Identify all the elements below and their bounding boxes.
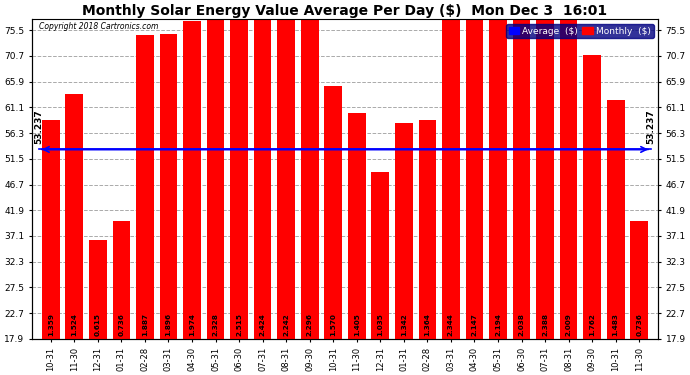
Text: 53.237: 53.237 (34, 110, 43, 144)
Text: 1.342: 1.342 (401, 314, 407, 336)
Bar (489, 0, 507, 339)
Bar (442, 0, 460, 339)
Text: 2.038: 2.038 (519, 314, 524, 336)
Text: 1.896: 1.896 (166, 313, 171, 336)
Bar (348, 113, 366, 339)
Text: 2.296: 2.296 (306, 313, 313, 336)
Text: 2.424: 2.424 (259, 314, 266, 336)
Bar (112, 220, 130, 339)
Text: 1.359: 1.359 (48, 313, 54, 336)
Bar (324, 86, 342, 339)
Text: 1.524: 1.524 (71, 314, 77, 336)
Text: 1.887: 1.887 (142, 313, 148, 336)
Bar (254, 0, 271, 339)
Bar (136, 35, 154, 339)
Bar (183, 21, 201, 339)
Bar (371, 172, 389, 339)
Text: 1.762: 1.762 (589, 314, 595, 336)
Bar (66, 94, 83, 339)
Bar (42, 120, 59, 339)
Text: 53.237: 53.237 (647, 110, 656, 144)
Bar (301, 0, 319, 339)
Text: 2.242: 2.242 (283, 314, 289, 336)
Text: 2.515: 2.515 (236, 313, 242, 336)
Text: 1.364: 1.364 (424, 314, 431, 336)
Bar (230, 0, 248, 339)
Bar (277, 0, 295, 339)
Text: 2.194: 2.194 (495, 314, 501, 336)
Text: 2.147: 2.147 (471, 314, 477, 336)
Bar (466, 0, 483, 339)
Title: Monthly Solar Energy Value Average Per Day ($)  Mon Dec 3  16:01: Monthly Solar Energy Value Average Per D… (82, 4, 608, 18)
Text: 2.344: 2.344 (448, 314, 454, 336)
Bar (631, 220, 648, 339)
Text: 1.570: 1.570 (331, 314, 336, 336)
Text: 1.483: 1.483 (613, 314, 619, 336)
Bar (607, 100, 624, 339)
Bar (419, 120, 436, 339)
Bar (395, 123, 413, 339)
Bar (513, 11, 531, 339)
Legend: Average  ($), Monthly  ($): Average ($), Monthly ($) (506, 24, 653, 38)
Bar (583, 56, 601, 339)
Text: 2.328: 2.328 (213, 314, 219, 336)
Bar (560, 16, 578, 339)
Text: 2.388: 2.388 (542, 313, 548, 336)
Bar (159, 34, 177, 339)
Text: 0.736: 0.736 (119, 314, 124, 336)
Text: 2.009: 2.009 (566, 314, 571, 336)
Text: 1.405: 1.405 (354, 314, 359, 336)
Text: 1.035: 1.035 (377, 314, 384, 336)
Bar (207, 0, 224, 339)
Text: Copyright 2018 Cartronics.com: Copyright 2018 Cartronics.com (39, 22, 159, 31)
Bar (89, 240, 107, 339)
Text: 1.974: 1.974 (189, 314, 195, 336)
Text: 0.736: 0.736 (636, 314, 642, 336)
Text: 0.615: 0.615 (95, 313, 101, 336)
Bar (536, 0, 554, 339)
